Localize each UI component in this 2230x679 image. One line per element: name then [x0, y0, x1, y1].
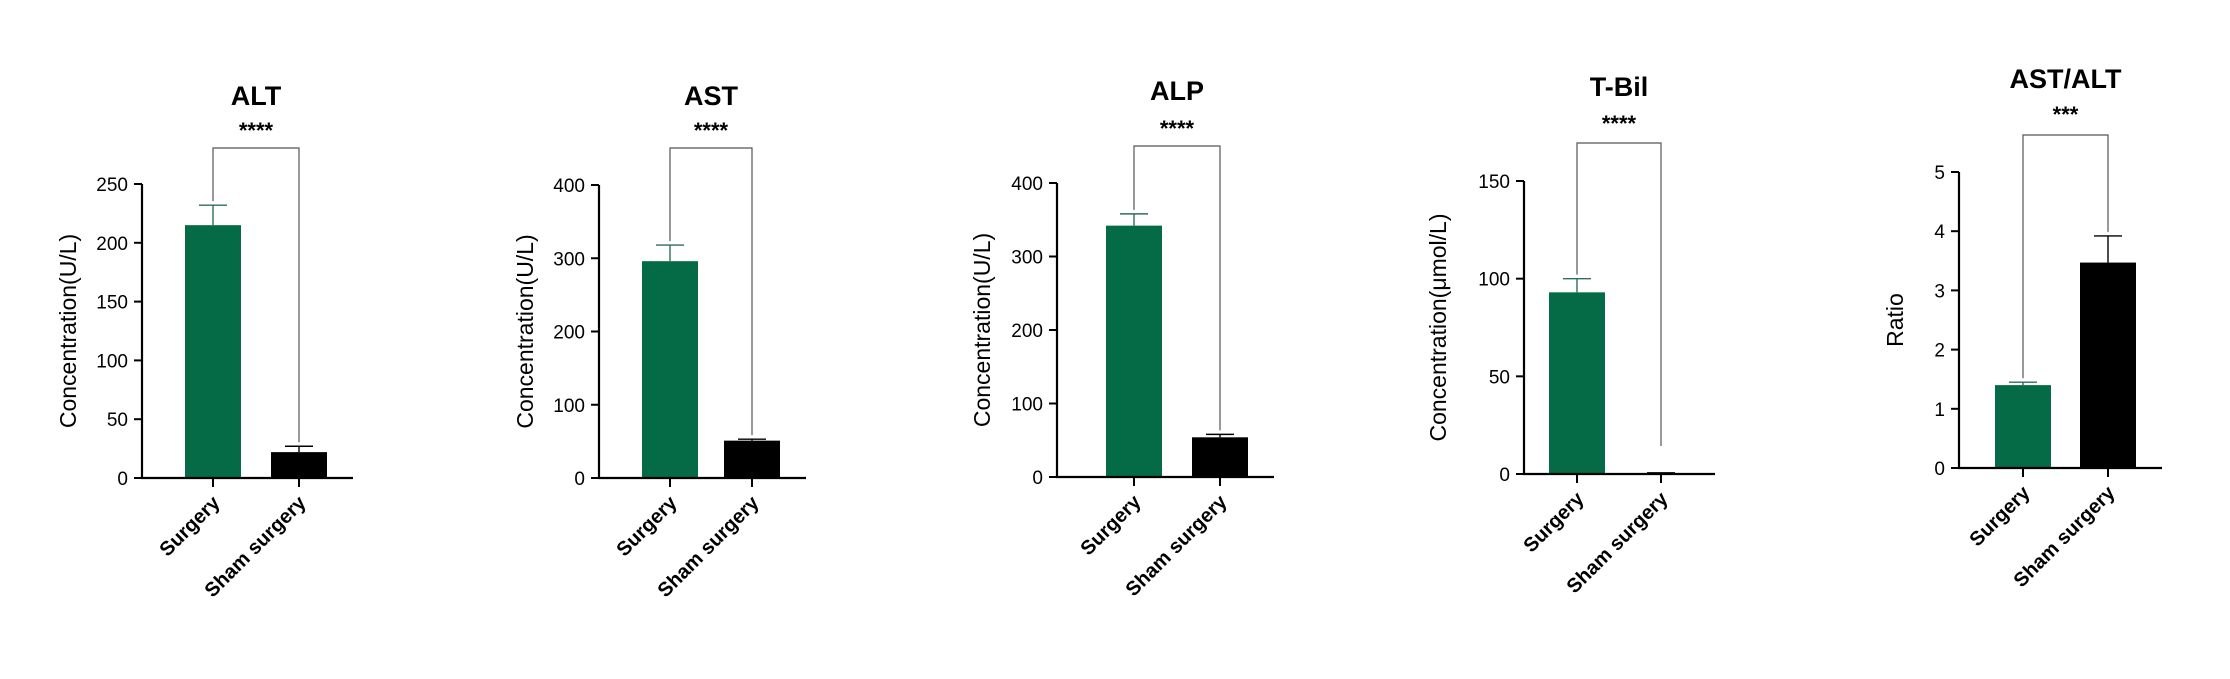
- significance-label: ***: [2053, 102, 2079, 127]
- bar-sham-surgery: [1192, 437, 1248, 477]
- y-tick-label: 300: [1011, 248, 1043, 269]
- x-tick-label: Surgery: [156, 491, 226, 561]
- significance-bracket: [669, 147, 753, 436]
- significance-bracket: [1576, 142, 1662, 446]
- y-tick-label: 150: [96, 293, 128, 314]
- y-tick-label: 0: [1934, 459, 1945, 480]
- y-axis-label: Concentration(U/L): [969, 233, 995, 427]
- bar-surgery: [1549, 292, 1605, 474]
- significance-bracket: [212, 147, 300, 443]
- y-tick-label: 400: [1011, 174, 1043, 195]
- y-tick-label: 50: [1489, 367, 1510, 388]
- chart-title: ALP: [1150, 76, 1204, 106]
- y-tick-label: 3: [1934, 281, 1945, 302]
- chart-title: AST/ALT: [2010, 64, 2122, 94]
- y-tick-label: 2: [1934, 341, 1945, 362]
- y-tick-label: 5: [1934, 163, 1945, 184]
- y-tick-label: 100: [1478, 270, 1510, 291]
- y-tick-label: 200: [96, 234, 128, 255]
- significance-label: ****: [239, 118, 274, 143]
- y-tick-label: 50: [107, 410, 128, 431]
- chart-title: T-Bil: [1590, 72, 1649, 102]
- y-axis-label: Concentration(U/L): [55, 234, 81, 428]
- x-tick-label: Surgery: [1520, 487, 1590, 557]
- bar-surgery: [1995, 385, 2051, 468]
- bar-surgery: [1106, 225, 1162, 477]
- y-tick-label: 0: [117, 469, 128, 490]
- bar-sham-surgery: [724, 440, 780, 478]
- y-axis-label: Concentration(μmol/L): [1425, 213, 1451, 441]
- y-axis-label: Ratio: [1882, 293, 1908, 347]
- x-tick-label: Surgery: [1077, 490, 1147, 560]
- y-tick-label: 0: [1499, 465, 1510, 486]
- bar-surgery: [642, 261, 698, 478]
- chart-title: AST: [684, 81, 739, 111]
- significance-bracket: [1133, 145, 1221, 431]
- y-tick-label: 4: [1934, 222, 1945, 243]
- significance-label: ****: [1602, 111, 1637, 136]
- y-tick-label: 100: [96, 351, 128, 372]
- y-tick-label: 200: [1011, 321, 1043, 342]
- y-tick-label: 300: [553, 249, 585, 270]
- bar-sham-surgery: [271, 452, 327, 478]
- y-tick-label: 150: [1478, 172, 1510, 193]
- bar-surgery: [185, 225, 241, 478]
- x-tick-label: Surgery: [613, 491, 683, 561]
- y-tick-label: 0: [1032, 468, 1043, 489]
- significance-label: ****: [694, 118, 729, 143]
- chart-title: ALT: [231, 81, 282, 111]
- y-tick-label: 250: [96, 175, 128, 196]
- y-axis-label: Concentration(U/L): [512, 234, 538, 428]
- y-tick-label: 0: [574, 469, 585, 490]
- x-tick-label: Surgery: [1966, 481, 2036, 551]
- y-tick-label: 1: [1934, 400, 1945, 421]
- y-tick-label: 100: [553, 396, 585, 417]
- y-tick-label: 400: [553, 176, 585, 197]
- y-tick-label: 100: [1011, 395, 1043, 416]
- significance-bracket: [2022, 134, 2109, 379]
- significance-label: ****: [1160, 116, 1195, 141]
- y-tick-label: 200: [553, 323, 585, 344]
- bar-sham-surgery: [2080, 262, 2136, 468]
